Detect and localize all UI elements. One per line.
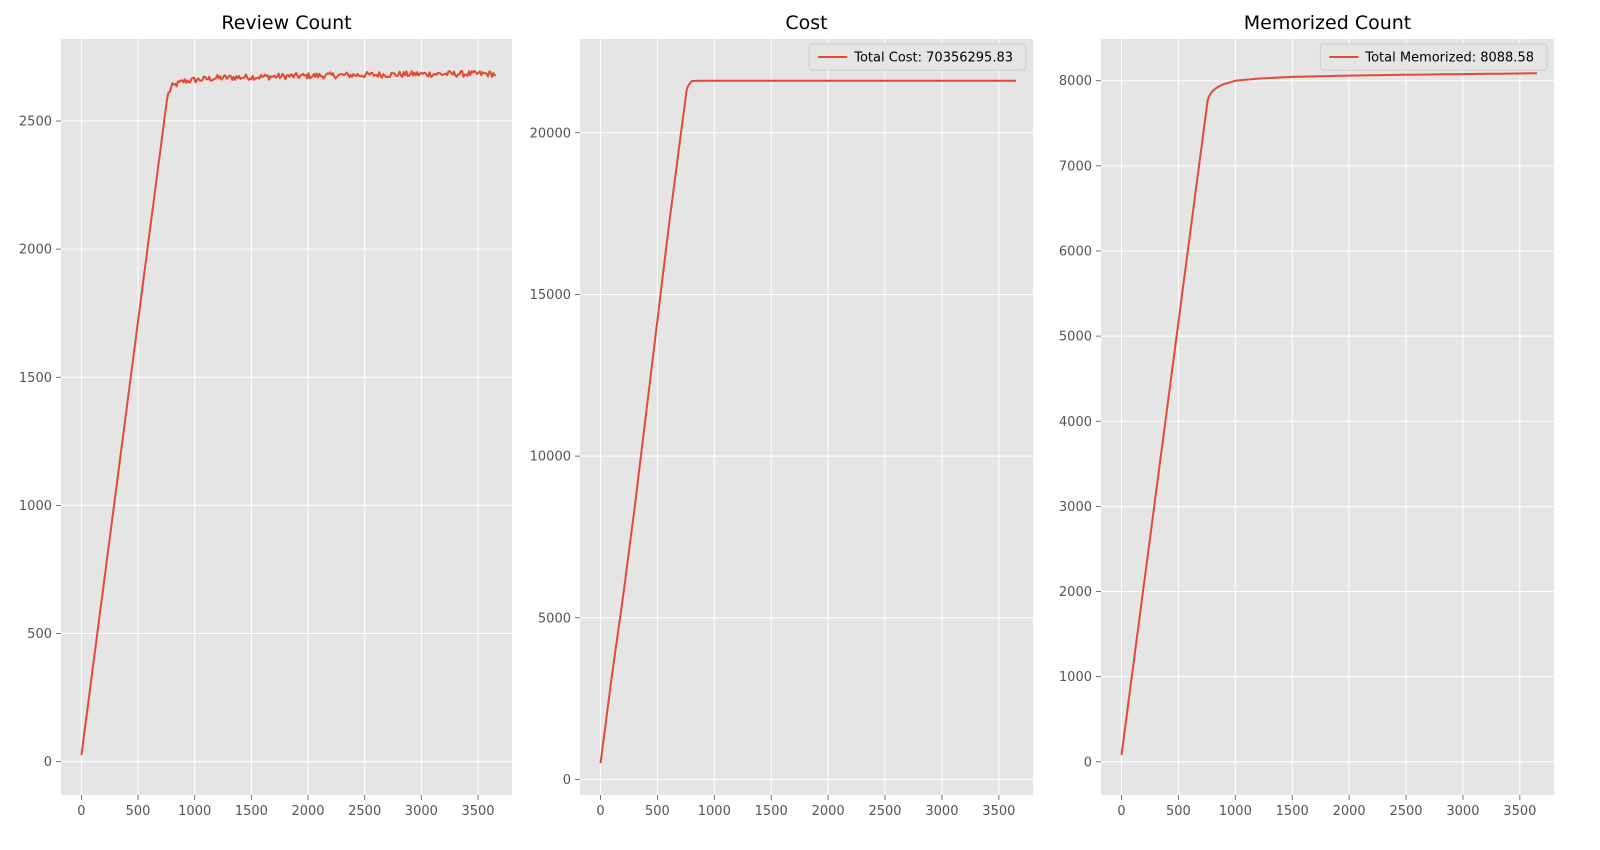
y-tick-label: 15000	[530, 288, 571, 303]
y-tick-label: 10000	[530, 450, 571, 465]
y-tick-label: 1000	[19, 499, 52, 514]
y-tick-label: 0	[1084, 755, 1092, 770]
plot-area	[1101, 39, 1554, 795]
x-tick-label: 2000	[1333, 804, 1366, 819]
y-tick-label: 0	[44, 755, 52, 770]
x-tick-label: 1500	[235, 804, 268, 819]
x-tick-label: 2000	[291, 804, 324, 819]
legend: Total Cost: 70356295.83	[808, 43, 1027, 71]
chart-title: Review Count	[221, 12, 351, 34]
x-tick-label: 2500	[868, 804, 901, 819]
y-tick-label: 2000	[19, 243, 52, 258]
x-tick-label: 1500	[1276, 804, 1309, 819]
series-line	[1120, 72, 1538, 756]
legend-box	[1319, 43, 1548, 71]
y-tick-label: 0	[563, 773, 571, 788]
x-tick-label: 500	[126, 804, 151, 819]
x-tick-label: 3500	[461, 804, 494, 819]
y-tick-label: 4000	[1059, 415, 1092, 430]
x-tick-label: 2500	[348, 804, 381, 819]
legend: Total Memorized: 8088.58	[1319, 43, 1548, 71]
plot-area	[580, 39, 1033, 795]
plot-area	[61, 39, 512, 795]
chart-title: Cost	[785, 12, 827, 34]
y-tick-label: 500	[27, 627, 52, 642]
chart-1: 0 500 1000 1500 2000 2500 3000 3500 0 500 1000 1500…	[19, 12, 512, 819]
x-tick-label: 0	[596, 804, 604, 819]
x-tick-label: 500	[1166, 804, 1191, 819]
y-tick-label: 7000	[1059, 159, 1092, 174]
y-tick-label: 5000	[538, 611, 571, 626]
chart-2: 0 500 1000 1500 2000 2500 3000 3500 0 5000 10000 15…	[530, 12, 1033, 819]
y-tick-label: 5000	[1059, 330, 1092, 345]
series-line	[599, 79, 1017, 764]
series-line	[80, 69, 496, 756]
x-tick-label: 1000	[698, 804, 731, 819]
y-tick-label: 3000	[1059, 500, 1092, 515]
legend-label: Total Memorized: 8088.58	[1364, 51, 1534, 66]
x-tick-label: 500	[645, 804, 670, 819]
x-tick-label: 0	[1117, 804, 1125, 819]
legend-label: Total Cost: 70356295.83	[853, 51, 1013, 66]
x-tick-label: 2500	[1389, 804, 1422, 819]
x-tick-label: 3000	[405, 804, 438, 819]
chart-title: Memorized Count	[1244, 12, 1412, 34]
y-tick-label: 8000	[1059, 74, 1092, 89]
legend-box	[808, 43, 1027, 71]
x-tick-label: 1500	[755, 804, 788, 819]
x-tick-label: 1000	[1219, 804, 1252, 819]
x-tick-label: 3000	[925, 804, 958, 819]
y-tick-label: 6000	[1059, 244, 1092, 259]
y-tick-label: 1000	[1059, 670, 1092, 685]
y-tick-label: 1500	[19, 371, 52, 386]
x-tick-label: 2000	[812, 804, 845, 819]
x-tick-label: 3000	[1446, 804, 1479, 819]
y-tick-label: 2500	[19, 115, 52, 130]
x-tick-label: 3500	[1503, 804, 1536, 819]
x-tick-label: 3500	[982, 804, 1015, 819]
y-tick-label: 2000	[1059, 585, 1092, 600]
x-tick-label: 1000	[178, 804, 211, 819]
y-tick-label: 20000	[530, 126, 571, 141]
x-tick-label: 0	[77, 804, 85, 819]
chart-3: 0 500 1000 1500 2000 2500 3000 3500 0 1000 2000 300…	[1059, 12, 1554, 819]
